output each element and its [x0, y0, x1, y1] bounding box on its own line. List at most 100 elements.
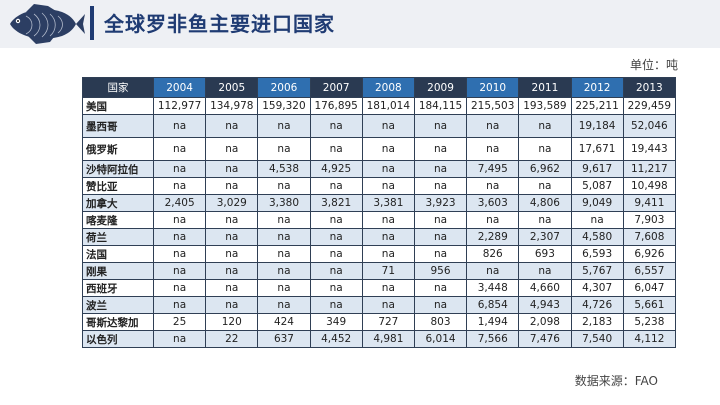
value-cell: na	[152, 211, 207, 229]
table-row: 荷兰 na na na na na na 2,289 2,307 4,580 7,608	[82, 228, 677, 246]
value-cell: 7,566	[466, 330, 520, 348]
country-cell: 法国	[82, 245, 154, 263]
value-cell: na	[361, 137, 415, 161]
table-row: 哥斯达黎加 25 120 424 349 727 803 1,494 2,098 2,183 5,2…	[82, 313, 677, 331]
value-cell: 9,049	[570, 194, 624, 212]
country-cell: 哥斯达黎加	[82, 313, 154, 331]
value-cell: 2,183	[570, 313, 624, 331]
value-cell: na	[570, 211, 624, 229]
value-cell: 349	[309, 313, 363, 331]
unit-label: 单位：吨	[629, 58, 678, 72]
country-cell: 赞比亚	[82, 177, 154, 195]
column-header-year: 2012	[570, 77, 624, 98]
value-cell: na	[309, 114, 363, 138]
value-cell: na	[205, 228, 259, 246]
value-cell: 176,895	[309, 97, 363, 115]
value-cell: na	[518, 262, 572, 280]
value-cell: 120	[205, 313, 259, 331]
value-cell: na	[361, 296, 415, 314]
value-cell: 826	[466, 245, 520, 263]
table-body: 美国 112,977 134,978 159,320 176,895 181,014 184…	[82, 97, 677, 348]
value-cell: na	[361, 114, 415, 138]
value-cell: na	[205, 114, 259, 138]
value-cell: 5,087	[570, 177, 624, 195]
column-header-year: 2013	[622, 77, 677, 98]
value-cell: 6,926	[622, 245, 677, 263]
column-header-year: 2009	[413, 77, 468, 98]
value-cell: na	[152, 279, 207, 297]
value-cell: 7,476	[518, 330, 572, 348]
country-cell: 加拿大	[82, 194, 154, 212]
value-cell: 225,211	[570, 97, 624, 115]
table-row: 美国 112,977 134,978 159,320 176,895 181,014 184…	[82, 97, 677, 115]
value-cell: 727	[361, 313, 415, 331]
value-cell: na	[413, 114, 468, 138]
import-table: 国家 2004 2005 2006 2007 2008 2009 2010 20…	[82, 77, 677, 348]
value-cell: na	[257, 245, 311, 263]
value-cell: 4,726	[570, 296, 624, 314]
value-cell: na	[361, 228, 415, 246]
value-cell: na	[413, 177, 468, 195]
value-cell: 9,411	[622, 194, 677, 212]
value-cell: 4,806	[518, 194, 572, 212]
value-cell: na	[152, 137, 207, 161]
value-cell: 7,903	[622, 211, 677, 229]
value-cell: na	[361, 245, 415, 263]
value-cell: na	[152, 228, 207, 246]
value-cell: na	[309, 228, 363, 246]
value-cell: na	[257, 137, 311, 161]
column-header-year: 2008	[361, 77, 415, 98]
value-cell: na	[518, 177, 572, 195]
value-cell: na	[413, 228, 468, 246]
value-cell: na	[309, 137, 363, 161]
value-cell: 19,443	[622, 137, 677, 161]
country-cell: 波兰	[82, 296, 154, 314]
country-cell: 荷兰	[82, 228, 154, 246]
value-cell: 4,112	[622, 330, 677, 348]
value-cell: 181,014	[361, 97, 415, 115]
value-cell: na	[309, 245, 363, 263]
table-row: 赞比亚 na na na na na na na na 5,087 10,498	[82, 177, 677, 195]
value-cell: 7,495	[466, 160, 520, 178]
table-row: 沙特阿拉伯 na na 4,538 4,925 na na 7,495 6,962 9,617 11…	[82, 160, 677, 178]
value-cell: 71	[361, 262, 415, 280]
value-cell: na	[257, 114, 311, 138]
value-cell: na	[413, 296, 468, 314]
value-cell: 3,448	[466, 279, 520, 297]
value-cell: 17,671	[570, 137, 624, 161]
table-header-row: 国家 2004 2005 2006 2007 2008 2009 2010 20…	[82, 77, 677, 98]
value-cell: 11,217	[622, 160, 677, 178]
value-cell: na	[205, 177, 259, 195]
value-cell: na	[466, 211, 520, 229]
value-cell: na	[466, 262, 520, 280]
value-cell: 22	[205, 330, 259, 348]
value-cell: na	[257, 211, 311, 229]
column-header-year: 2007	[309, 77, 363, 98]
value-cell: 6,962	[518, 160, 572, 178]
value-cell: 5,767	[570, 262, 624, 280]
value-cell: na	[413, 137, 468, 161]
value-cell: na	[152, 177, 207, 195]
value-cell: na	[309, 177, 363, 195]
value-cell: 52,046	[622, 114, 677, 138]
value-cell: 3,923	[413, 194, 468, 212]
value-cell: 9,617	[570, 160, 624, 178]
value-cell: na	[309, 262, 363, 280]
value-cell: na	[413, 245, 468, 263]
value-cell: 4,943	[518, 296, 572, 314]
value-cell: na	[413, 160, 468, 178]
value-cell: na	[152, 160, 207, 178]
value-cell: 6,854	[466, 296, 520, 314]
country-cell: 喀麦隆	[82, 211, 154, 229]
value-cell: 4,452	[309, 330, 363, 348]
value-cell: 4,981	[361, 330, 415, 348]
table-row: 俄罗斯 na na na na na na na na 17,671 19,443	[82, 137, 677, 161]
value-cell: 25	[152, 313, 207, 331]
value-cell: 215,503	[466, 97, 520, 115]
value-cell: 4,925	[309, 160, 363, 178]
value-cell: 6,047	[622, 279, 677, 297]
value-cell: na	[152, 330, 207, 348]
column-header-year: 2004	[152, 77, 207, 98]
value-cell: 112,977	[152, 97, 207, 115]
value-cell: 10,498	[622, 177, 677, 195]
